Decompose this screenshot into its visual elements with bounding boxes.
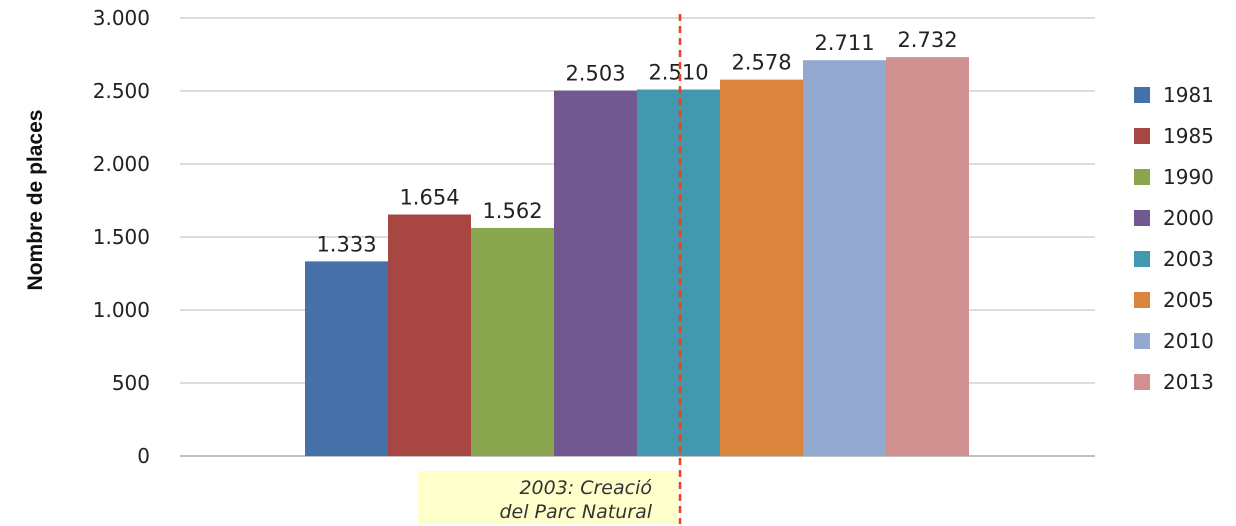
legend: 1981 1985 1990 2000 2003 2005 2010 2013 (1134, 83, 1214, 394)
data-label-2013: 2.732 (897, 28, 957, 52)
bar-1990 (471, 227, 554, 456)
legend-label-2003: 2003 (1163, 247, 1214, 271)
y-axis-ticks: 0 500 1.000 1.500 2.000 2.500 3.000 (93, 6, 150, 468)
bar-2003 (637, 89, 720, 456)
annotation-line-2: del Parc Natural (499, 501, 652, 523)
legend-label-2013: 2013 (1163, 370, 1214, 394)
bar-2013 (886, 57, 969, 457)
bars (305, 57, 969, 457)
bar-2010 (803, 60, 886, 456)
legend-label-2010: 2010 (1163, 329, 1214, 353)
y-tick-label: 1.500 (93, 225, 150, 249)
annotation: 2003: Creació del Parc Natural (418, 471, 678, 524)
legend-label-1985: 1985 (1163, 124, 1214, 148)
data-label-1981: 1.333 (316, 232, 376, 256)
y-tick-label: 0 (137, 444, 150, 468)
bar-1981 (305, 261, 388, 456)
bar-1985 (388, 214, 471, 456)
y-tick-label: 2.000 (93, 152, 150, 176)
data-label-2005: 2.578 (731, 51, 791, 75)
legend-swatch-2003 (1134, 251, 1150, 267)
data-label-2003: 2.510 (648, 61, 708, 85)
legend-swatch-2013 (1134, 374, 1150, 390)
annotation-line-1: 2003: Creació (519, 477, 652, 499)
legend-swatch-1990 (1134, 169, 1150, 185)
legend-label-1981: 1981 (1163, 83, 1214, 107)
y-tick-label: 1.000 (93, 298, 150, 322)
y-tick-label: 500 (112, 371, 150, 395)
legend-swatch-2005 (1134, 292, 1150, 308)
bar-2000 (554, 90, 637, 456)
legend-swatch-1985 (1134, 128, 1150, 144)
legend-label-1990: 1990 (1163, 165, 1214, 189)
y-tick-label: 3.000 (93, 6, 150, 30)
data-label-1990: 1.562 (482, 199, 542, 223)
legend-label-2005: 2005 (1163, 288, 1214, 312)
legend-swatch-2010 (1134, 333, 1150, 349)
y-tick-label: 2.500 (93, 79, 150, 103)
legend-swatch-1981 (1134, 87, 1150, 103)
data-labels: 1.333 1.654 1.562 2.503 2.510 2.578 2.711 2.732 (316, 28, 957, 256)
legend-label-2000: 2000 (1163, 206, 1214, 230)
data-label-2010: 2.711 (814, 31, 874, 55)
bar-2005 (720, 79, 803, 456)
data-label-2000: 2.503 (565, 62, 625, 86)
legend-swatch-2000 (1134, 210, 1150, 226)
y-axis-label: Nombre de places (24, 110, 47, 291)
data-label-1985: 1.654 (399, 186, 459, 210)
annotation-box (418, 471, 678, 524)
